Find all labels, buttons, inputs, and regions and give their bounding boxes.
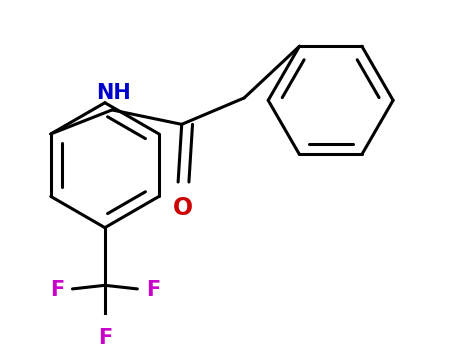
Text: F: F <box>50 280 64 300</box>
Text: F: F <box>98 328 112 348</box>
Text: O: O <box>173 196 193 221</box>
Text: F: F <box>146 280 160 300</box>
Text: NH: NH <box>96 83 131 103</box>
